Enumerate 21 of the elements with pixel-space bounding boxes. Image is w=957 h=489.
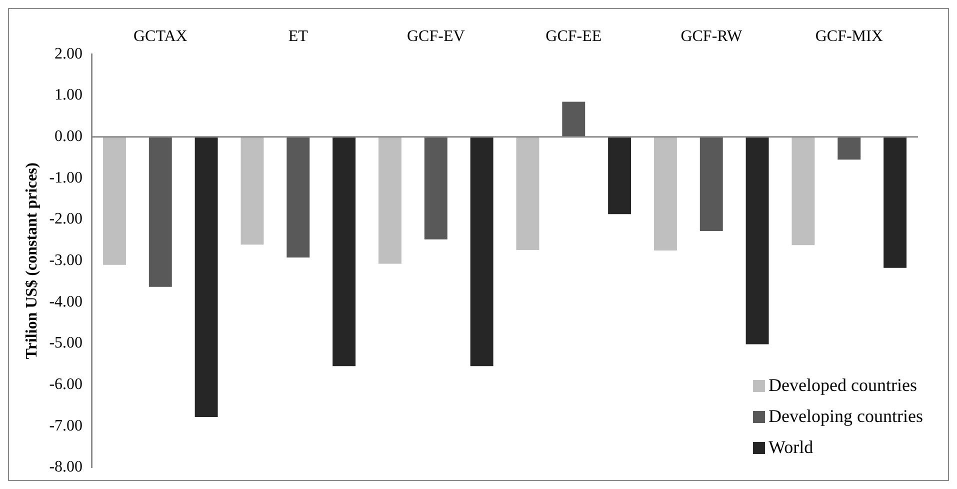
y-tick-label: -4.00 xyxy=(49,293,83,310)
x-tick-label: ET xyxy=(288,28,308,45)
x-tick-label: GCF-RW xyxy=(680,28,743,45)
legend-label: World xyxy=(768,437,814,458)
x-tick-label: GCF-MIX xyxy=(815,28,884,45)
x-tick-label: GCF-EV xyxy=(407,28,466,45)
x-tick-label: GCF-EE xyxy=(546,28,602,45)
x-tick-label: GCTAX xyxy=(133,28,188,45)
y-tick-label: 2.00 xyxy=(54,45,83,62)
y-tick-label: 0.00 xyxy=(54,128,83,146)
legend-label: Developing countries xyxy=(768,406,923,427)
y-tick-label: -1.00 xyxy=(49,169,83,186)
legend-label: Developed countries xyxy=(768,375,917,396)
y-tick-label: -7.00 xyxy=(49,417,83,434)
y-tick-label: -6.00 xyxy=(49,376,83,393)
y-tick-label: 1.00 xyxy=(54,86,83,104)
y-tick-label: -3.00 xyxy=(49,252,83,270)
y-tick-label: -2.00 xyxy=(49,210,83,228)
y-tick-label: -8.00 xyxy=(49,458,83,476)
y-tick-label: -5.00 xyxy=(49,334,83,352)
y-axis-title: Trilion US$ (constant prices) xyxy=(24,162,41,360)
